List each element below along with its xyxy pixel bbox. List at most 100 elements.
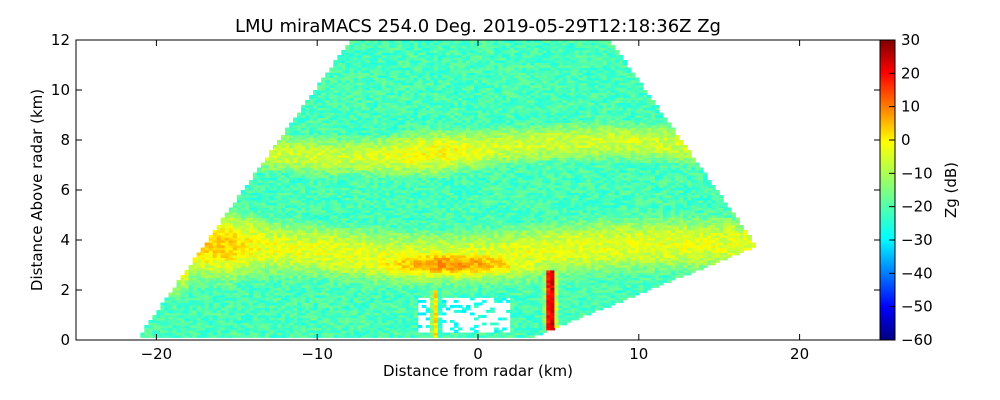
heatmap-cell (345, 312, 350, 316)
heatmap-cell (301, 112, 306, 116)
heatmap-cell (172, 292, 178, 296)
heatmap-cell (297, 130, 302, 133)
heatmap-cell (297, 205, 302, 208)
heatmap-cell (264, 232, 270, 236)
heatmap-cell (252, 282, 258, 286)
heatmap-cell (297, 127, 302, 131)
heatmap-cell (144, 330, 149, 333)
heatmap-cell (357, 160, 362, 163)
heatmap-cell (377, 322, 383, 326)
heatmap-cell (357, 300, 362, 303)
heatmap-cell (353, 192, 358, 196)
heatmap-cell (289, 132, 294, 136)
heatmap-cell (148, 330, 153, 333)
heatmap-cell (361, 300, 366, 303)
heatmap-cell (293, 205, 298, 208)
heatmap-cell (409, 332, 415, 336)
heatmap-cell (369, 277, 375, 281)
heatmap-cell (337, 280, 342, 283)
heatmap-cell (313, 322, 318, 326)
heatmap-cell (224, 285, 230, 288)
heatmap-cell (401, 75, 407, 78)
heatmap-cell (353, 177, 358, 181)
heatmap-cell (240, 320, 246, 323)
heatmap-cell (285, 302, 290, 306)
heatmap-cell (357, 280, 362, 283)
heatmap-cell (345, 215, 350, 218)
heatmap-cell (373, 75, 379, 78)
heatmap-cell (309, 170, 314, 173)
heatmap-cell (401, 250, 407, 253)
heatmap-cell (285, 132, 290, 136)
heatmap-cell (301, 335, 306, 338)
heatmap-cell (305, 145, 310, 148)
heatmap-cell (248, 317, 254, 321)
heatmap-cell (381, 117, 387, 121)
heatmap-cell (293, 310, 298, 313)
heatmap-cell (393, 255, 399, 258)
heatmap-cell (385, 277, 391, 281)
heatmap-cell (321, 295, 326, 298)
heatmap-cell (289, 180, 294, 183)
heatmap-cell (228, 272, 234, 276)
heatmap-cell (285, 305, 290, 308)
heatmap-cell (353, 82, 358, 86)
heatmap-cell (357, 285, 362, 288)
heatmap-cell (393, 137, 399, 141)
heatmap-cell (385, 287, 391, 291)
heatmap-cell (389, 195, 395, 198)
heatmap-cell (377, 252, 383, 256)
heatmap-cell (224, 310, 230, 313)
heatmap-cell (349, 287, 354, 291)
heatmap-cell (317, 227, 322, 231)
heatmap-cell (381, 200, 387, 203)
heatmap-cell (285, 207, 290, 211)
heatmap-cell (377, 122, 383, 126)
heatmap-cell (373, 135, 379, 138)
heatmap-cell (409, 310, 415, 313)
heatmap-cell (269, 297, 274, 301)
heatmap-cell (313, 220, 318, 223)
heatmap-cell (373, 235, 379, 238)
heatmap-cell (285, 300, 290, 303)
heatmap-cell (212, 245, 218, 248)
heatmap-cell (321, 272, 326, 276)
heatmap-cell (361, 192, 366, 196)
heatmap-cell (281, 305, 286, 308)
heatmap-cell (333, 235, 338, 238)
heatmap-cell (164, 315, 169, 318)
heatmap-cell (184, 315, 190, 318)
heatmap-cell (321, 245, 326, 248)
heatmap-cell (361, 55, 366, 58)
heatmap-cell (409, 165, 415, 168)
heatmap-cell (196, 307, 202, 311)
heatmap-cell (248, 187, 254, 191)
heatmap-cell (385, 302, 391, 306)
heatmap-cell (373, 120, 379, 123)
heatmap-cell (228, 255, 234, 258)
heatmap-cell (329, 245, 334, 248)
heatmap-cell (220, 232, 226, 236)
heatmap-cell (369, 80, 375, 83)
heatmap-cell (293, 212, 298, 216)
heatmap-cell (325, 110, 330, 113)
heatmap-cell (269, 302, 274, 306)
heatmap-cell (305, 112, 310, 116)
heatmap-cell (168, 322, 174, 326)
heatmap-cell (357, 110, 362, 113)
heatmap-cell (244, 222, 250, 226)
heatmap-cell (273, 280, 278, 283)
heatmap-cell (385, 280, 391, 283)
heatmap-cell (293, 210, 298, 213)
heatmap-cell (260, 172, 266, 176)
heatmap-cell (353, 145, 358, 148)
heatmap-cell (200, 262, 206, 266)
heatmap-cell (228, 245, 234, 248)
heatmap-cell (273, 175, 278, 178)
heatmap-cell (252, 285, 258, 288)
heatmap-cell (309, 295, 314, 298)
heatmap-cell (269, 320, 274, 323)
heatmap-cell (365, 75, 370, 78)
heatmap-cell (313, 92, 318, 96)
heatmap-cell (373, 332, 379, 336)
